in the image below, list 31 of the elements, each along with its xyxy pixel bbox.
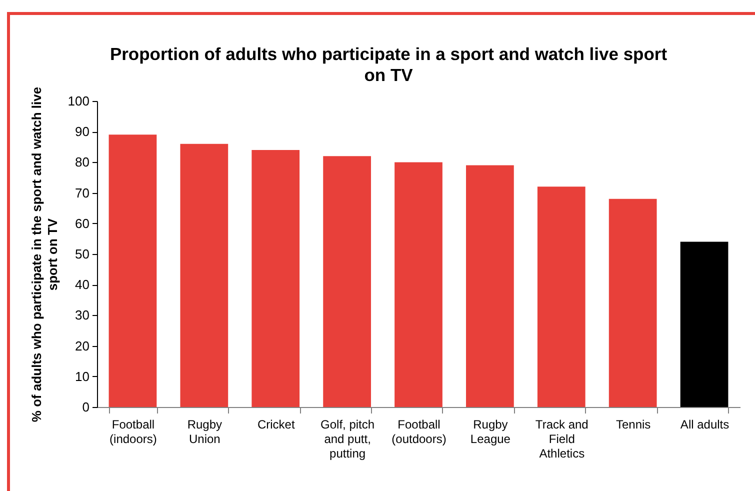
- y-tick-label: 50: [75, 246, 90, 262]
- y-tick-label: 70: [75, 185, 90, 200]
- y-tick-label: 40: [75, 277, 90, 292]
- y-tick-label: 30: [75, 308, 90, 323]
- y-tick-label: 0: [82, 400, 90, 414]
- y-tick-label: 60: [75, 216, 90, 231]
- bar: [537, 186, 586, 407]
- x-tick-label: Rugby League: [470, 418, 511, 446]
- y-tick-label: 80: [75, 154, 90, 170]
- x-tick-label: Football (indoors): [110, 418, 157, 446]
- x-tick-label: All adults: [680, 418, 730, 432]
- y-axis-title: % of adults who participate in the sport and watch live sport on TV: [28, 86, 60, 422]
- y-tick-label: 100: [68, 94, 90, 108]
- bar: [108, 134, 157, 407]
- x-tick-label: Track and Field Athletics: [535, 418, 588, 460]
- x-tick-label: Cricket: [257, 418, 296, 432]
- bar: [680, 242, 728, 407]
- x-tick-label: Tennis: [616, 418, 651, 432]
- bar: [394, 162, 442, 407]
- x-tick-label: Golf, pitch and putt, putting: [320, 418, 375, 460]
- bar: [608, 198, 657, 407]
- chart-title: Proportion of adults who participate in a sport and watch live sport on TV: [110, 44, 668, 85]
- x-tick-label: Rugby Union: [187, 418, 222, 446]
- bar: [466, 165, 514, 407]
- y-tick-label: 10: [75, 368, 90, 384]
- y-tick-label: 90: [75, 124, 90, 140]
- bar: [323, 156, 371, 407]
- y-tick-label: 20: [75, 338, 90, 354]
- x-tick-label: Football (outdoors): [392, 418, 446, 446]
- bar: [252, 150, 300, 407]
- bar: [180, 144, 228, 407]
